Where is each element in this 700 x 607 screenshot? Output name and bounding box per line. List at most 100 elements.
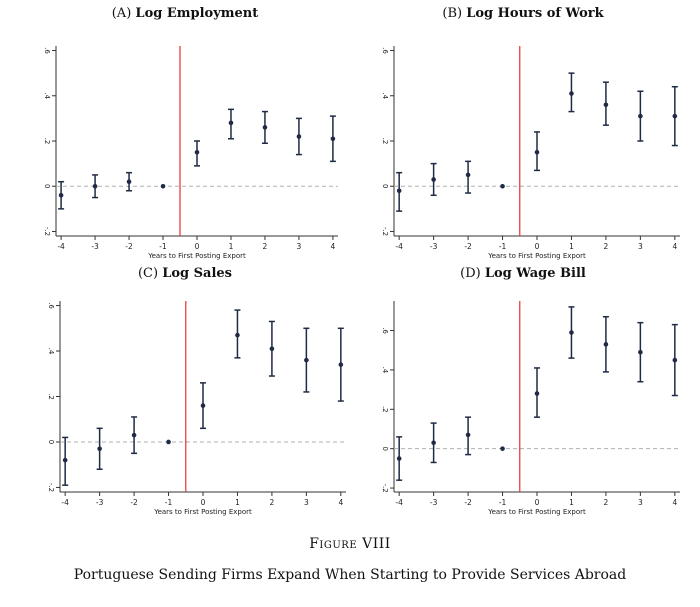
data-point bbox=[262, 125, 268, 130]
x-tick-label: 2 bbox=[604, 498, 609, 507]
x-tick-label: 3 bbox=[638, 498, 643, 507]
x-tick-label: 3 bbox=[638, 242, 643, 251]
data-point bbox=[126, 179, 132, 185]
data-point bbox=[235, 332, 240, 338]
data-point bbox=[638, 113, 643, 119]
data-point bbox=[603, 102, 609, 108]
data-point bbox=[431, 177, 436, 182]
x-tick-label: 4 bbox=[338, 498, 343, 507]
panel-name: Log Sales bbox=[162, 266, 232, 281]
x-tick-label: -4 bbox=[395, 498, 403, 507]
x-tick-label: 2 bbox=[604, 242, 609, 251]
x-tick-label: 0 bbox=[535, 242, 540, 251]
panel-a: (A) Log Employment -.2 0 .2 .4 .6 -4 -3 -2 -1 0 1 2… bbox=[10, 6, 360, 264]
panel-title: (D) Log Wage Bill bbox=[348, 266, 698, 281]
x-tick-label: -2 bbox=[125, 242, 133, 251]
x-tick-label: -4 bbox=[61, 498, 69, 507]
x-tick-label: 4 bbox=[331, 242, 336, 251]
x-tick-label: 1 bbox=[569, 498, 574, 507]
data-point bbox=[330, 136, 336, 142]
data-point bbox=[672, 357, 678, 363]
y-tick-label: .2 bbox=[43, 138, 51, 145]
data-point bbox=[200, 403, 206, 408]
x-tick-label: 1 bbox=[569, 242, 574, 251]
y-tick-label: .6 bbox=[381, 327, 389, 334]
y-tick-label: .4 bbox=[47, 348, 55, 355]
y-tick-label: .6 bbox=[43, 47, 51, 54]
y-tick-label: .4 bbox=[381, 92, 389, 99]
y-tick-label: .4 bbox=[43, 92, 51, 99]
data-point bbox=[638, 349, 643, 355]
y-tick-label: -.2 bbox=[43, 227, 51, 236]
data-point bbox=[92, 183, 98, 189]
panel-title: (A) Log Employment bbox=[10, 6, 360, 21]
data-point bbox=[396, 188, 402, 194]
x-axis-label: Years to First Posting Export bbox=[153, 508, 252, 516]
x-tick-label: -4 bbox=[395, 242, 403, 251]
data-point bbox=[431, 440, 436, 446]
data-point bbox=[58, 192, 64, 198]
chart-c: -.2 0 .2 .4 .6 -4 -3 -2 -1 0 1 2 3 4 Years to First Po… bbox=[47, 301, 346, 516]
x-tick-label: 4 bbox=[672, 242, 677, 251]
data-point bbox=[160, 183, 166, 189]
x-axis-label: Years to First Posting Export bbox=[147, 252, 246, 260]
data-point bbox=[672, 113, 678, 119]
data-point bbox=[97, 446, 102, 452]
x-tick-label: 3 bbox=[297, 242, 302, 251]
x-tick-label: 1 bbox=[229, 242, 234, 251]
y-tick-label: .2 bbox=[381, 138, 389, 145]
x-axis-label: Years to First Posting Export bbox=[487, 508, 586, 516]
data-point bbox=[569, 330, 574, 335]
chart-b: -.2 0 .2 .4 .6 -4 -3 -2 -1 0 1 2 3 4 Years to First Po… bbox=[381, 46, 680, 260]
x-tick-label: 3 bbox=[304, 498, 309, 507]
y-tick-label: -.2 bbox=[381, 483, 389, 492]
y-tick-label: -.2 bbox=[47, 483, 55, 492]
panel-letter: (D) bbox=[460, 266, 481, 281]
y-tick-label: .6 bbox=[47, 302, 55, 309]
x-tick-label: -1 bbox=[159, 242, 167, 251]
data-point bbox=[569, 91, 574, 96]
y-tick-label: -.2 bbox=[381, 227, 389, 236]
x-tick-label: 1 bbox=[235, 498, 240, 507]
x-tick-label: -2 bbox=[464, 242, 472, 251]
data-point bbox=[166, 439, 171, 445]
x-tick-label: 0 bbox=[195, 242, 200, 251]
panel-name: Log Wage Bill bbox=[484, 266, 586, 281]
x-tick-label: -2 bbox=[464, 498, 472, 507]
figure-number: Figure VIII bbox=[309, 536, 391, 552]
y-tick-label: 0 bbox=[381, 184, 389, 188]
data-point bbox=[534, 150, 540, 155]
y-tick-label: 0 bbox=[43, 184, 51, 188]
x-tick-label: -4 bbox=[57, 242, 65, 251]
panel-title: (B) Log Hours of Work bbox=[348, 6, 698, 21]
y-tick-label: 0 bbox=[47, 440, 55, 444]
data-point bbox=[465, 172, 471, 178]
panel-name: Log Employment bbox=[135, 6, 259, 21]
data-point bbox=[603, 342, 609, 347]
panel-b: (B) Log Hours of Work -.2 0 .2 .4 .6 -4 -3 -2 -1… bbox=[348, 6, 698, 264]
x-tick-label: -2 bbox=[130, 498, 138, 507]
figure-caption: Portuguese Sending Firms Expand When Sta… bbox=[73, 567, 627, 583]
x-tick-label: -3 bbox=[91, 242, 99, 251]
y-tick-label: .4 bbox=[381, 367, 389, 374]
x-tick-label: -3 bbox=[430, 242, 438, 251]
x-tick-label: 2 bbox=[270, 498, 275, 507]
x-tick-label: -1 bbox=[165, 498, 173, 507]
panel-name: Log Hours of Work bbox=[466, 6, 604, 21]
y-tick-label: .6 bbox=[381, 47, 389, 54]
x-tick-label: 0 bbox=[535, 498, 540, 507]
data-point bbox=[304, 357, 309, 363]
data-point bbox=[62, 457, 68, 463]
data-point bbox=[534, 391, 540, 396]
data-point bbox=[338, 362, 344, 367]
panel-title: (C) Log Sales bbox=[10, 266, 360, 281]
data-point bbox=[269, 346, 275, 352]
panel-d: (D) Log Wage Bill -.2 0 .2 .4 .6 -4 -3 -2 -1 0 1 2 3… bbox=[348, 266, 698, 524]
chart-d: -.2 0 .2 .4 .6 -4 -3 -2 -1 0 1 2 3 4 Years to First Po… bbox=[381, 301, 680, 516]
data-point bbox=[194, 150, 200, 155]
x-tick-label: -1 bbox=[499, 498, 507, 507]
x-tick-label: -3 bbox=[96, 498, 104, 507]
x-tick-label: 0 bbox=[201, 498, 206, 507]
data-point bbox=[500, 183, 505, 189]
x-tick-label: 2 bbox=[263, 242, 268, 251]
